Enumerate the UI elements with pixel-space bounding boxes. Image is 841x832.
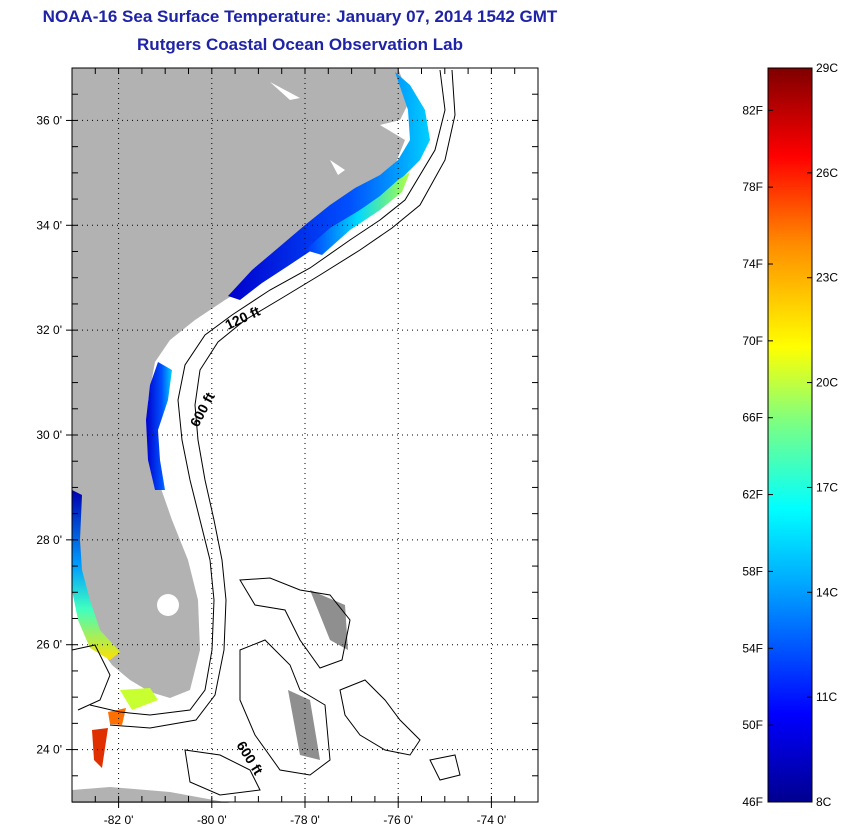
lat-lon-grid: 36 0' 34 0' 32 0' 30 0' 28 0' 26 0' 24 0' -82 0… xyxy=(36,67,539,827)
colorbar-f-label: 70F xyxy=(742,334,763,348)
lat-tick-label: 26 0' xyxy=(36,638,62,652)
colorbar-c-label: 11C xyxy=(816,690,837,704)
colorbar-f-label: 54F xyxy=(742,641,763,655)
colorbar-f-label: 82F xyxy=(742,103,763,117)
map-title: NOAA-16 Sea Surface Temperature: January… xyxy=(42,7,558,26)
bahama-island xyxy=(288,690,320,760)
colorbar-c-label: 23C xyxy=(816,271,838,285)
contour-label-600ft-north: 600 ft xyxy=(187,389,218,429)
cuba-coast xyxy=(72,787,230,803)
colorbar-f-label: 74F xyxy=(742,257,763,271)
colorbar-ticks: 82F 78F 74F 70F 66F 62F 58F 54F 50F 46F 29C 26C 23C 2… xyxy=(742,61,838,809)
colorbar-f-label: 62F xyxy=(742,488,763,502)
lat-tick-label: 34 0' xyxy=(36,218,62,232)
colorbar-c-label: 20C xyxy=(816,376,838,390)
bathymetry-contours xyxy=(71,69,461,796)
lon-tick-label: -82 0' xyxy=(104,813,134,827)
colorbar-f-label: 58F xyxy=(742,564,763,578)
contour-label-120ft: 120 ft xyxy=(223,303,263,333)
andros-island xyxy=(310,590,348,650)
colorbar-f-label: 46F xyxy=(742,795,763,809)
colorbar-f-label: 50F xyxy=(742,718,763,732)
colorbar-c-label: 29C xyxy=(816,61,838,75)
lon-tick-label: -76 0' xyxy=(383,813,413,827)
colorbar-c-label: 26C xyxy=(816,166,838,180)
lat-tick-label: 36 0' xyxy=(36,113,62,127)
lon-tick-label: -78 0' xyxy=(290,813,320,827)
inland-water xyxy=(157,82,345,616)
lon-tick-label: -80 0' xyxy=(197,813,227,827)
lat-tick-label: 28 0' xyxy=(36,533,62,547)
colorbar-f-label: 66F xyxy=(742,411,763,425)
map-frame xyxy=(71,67,539,803)
map-subtitle: Rutgers Coastal Ocean Observation Lab xyxy=(137,35,463,54)
sst-overlay xyxy=(72,72,430,768)
colorbar-f-label: 78F xyxy=(742,180,763,194)
lat-tick-label: 32 0' xyxy=(36,323,62,337)
lon-tick-label: -74 0' xyxy=(477,813,507,827)
colorbar-c-label: 8C xyxy=(816,795,832,809)
colorbar-c-label: 14C xyxy=(816,585,838,599)
lat-tick-label: 30 0' xyxy=(36,428,62,442)
colorbar xyxy=(767,67,813,803)
colorbar-c-label: 17C xyxy=(816,480,838,494)
lat-tick-label: 24 0' xyxy=(36,743,62,757)
